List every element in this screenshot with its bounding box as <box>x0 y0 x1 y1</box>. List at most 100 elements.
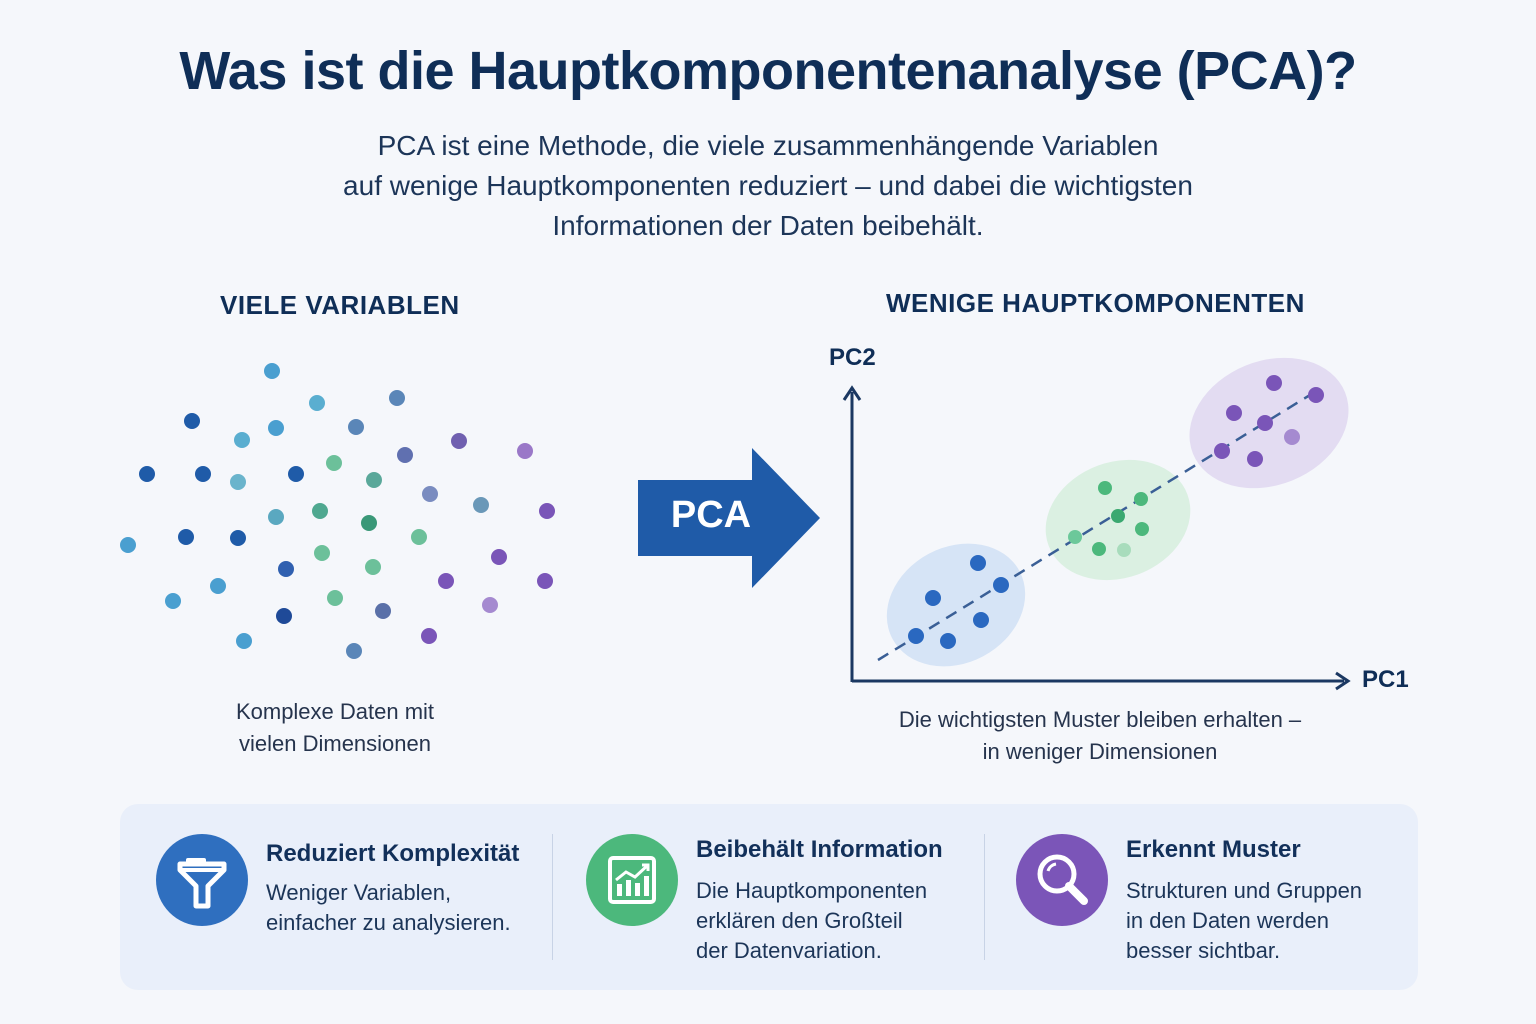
data-point <box>411 529 427 545</box>
data-point <box>230 474 246 490</box>
data-point <box>366 472 382 488</box>
data-point <box>288 466 304 482</box>
data-point <box>309 395 325 411</box>
data-point <box>473 497 489 513</box>
pc-point <box>1266 375 1282 391</box>
pc-point <box>1214 443 1230 459</box>
data-point <box>210 578 226 594</box>
y-axis-arrowhead <box>842 385 862 401</box>
pca-arrow-label: PCA <box>670 494 752 536</box>
data-point <box>184 413 200 429</box>
pca-arrow <box>638 448 820 588</box>
feature-title: Beibehält Information <box>696 836 943 863</box>
caption-line: Komplexe Daten mit <box>235 699 435 724</box>
description-line: Weniger Variablen, <box>266 880 452 905</box>
data-point <box>397 447 413 463</box>
data-point <box>230 530 246 546</box>
caption-line: vielen Dimensionen <box>239 731 431 756</box>
data-point <box>276 608 292 624</box>
pc-point <box>973 612 989 628</box>
x-axis-label: PC1 <box>1362 666 1409 693</box>
arrow-shape <box>638 448 820 588</box>
data-point <box>195 466 211 482</box>
subtitle-line: PCA ist eine Methode, die viele zusammen… <box>377 130 1159 161</box>
pc-point <box>1247 451 1263 467</box>
data-point <box>438 573 454 589</box>
subtitle-line: Informationen der Daten beibehält. <box>552 210 984 241</box>
data-point <box>539 503 555 519</box>
data-point <box>375 603 391 619</box>
data-point <box>326 455 342 471</box>
cluster-blue <box>886 543 1026 667</box>
pc-point <box>940 633 956 649</box>
data-point <box>482 597 498 613</box>
pc-point <box>1117 543 1131 557</box>
right-heading: WENIGE HAUPTKOMPONENTEN <box>886 288 1305 318</box>
page-title: Was ist die Hauptkomponentenanalyse (PCA… <box>179 41 1357 101</box>
green-points <box>1068 481 1149 557</box>
caption-line: Die wichtigsten Muster bleiben erhalten … <box>898 707 1302 732</box>
pc-point <box>1257 415 1273 431</box>
pc-point <box>1135 522 1149 536</box>
trend-line <box>877 393 1311 662</box>
y-axis-label: PC2 <box>829 344 876 371</box>
description-line: erklären den Großteil <box>696 908 903 933</box>
pc-point <box>1226 405 1242 421</box>
data-point <box>365 559 381 575</box>
data-point <box>165 593 181 609</box>
data-point <box>236 633 252 649</box>
data-point <box>268 509 284 525</box>
data-point <box>268 420 284 436</box>
description-line: einfacher zu analysieren. <box>266 910 511 935</box>
data-point <box>264 363 280 379</box>
pc-point <box>970 555 986 571</box>
data-point <box>517 443 533 459</box>
data-point <box>348 419 364 435</box>
left-heading: VIELE VARIABLEN <box>220 290 460 320</box>
data-point <box>451 433 467 449</box>
divider <box>984 834 985 960</box>
data-point <box>389 390 405 406</box>
data-point <box>120 537 136 553</box>
data-point <box>314 545 330 561</box>
purple-points <box>1214 375 1324 467</box>
pc-point <box>1134 492 1148 506</box>
feature-description: Die Hauptkomponenten erklären den Großte… <box>696 876 986 966</box>
axes <box>842 385 1351 691</box>
divider <box>552 834 553 960</box>
description-line: in den Daten werden <box>1126 908 1330 933</box>
data-point <box>537 573 553 589</box>
data-point <box>327 590 343 606</box>
filter-icon <box>156 834 248 926</box>
subtitle-line: auf wenige Hauptkomponenten reduziert – … <box>343 170 1193 201</box>
feature-title: Erkennt Muster <box>1126 836 1301 863</box>
data-point <box>422 486 438 502</box>
description-line: Strukturen und Gruppen <box>1126 878 1363 903</box>
right-caption: Die wichtigsten Muster bleiben erhalten … <box>850 704 1350 768</box>
x-axis-arrowhead <box>1335 671 1351 691</box>
description-line: Die Hauptkomponenten <box>696 878 928 903</box>
description-line: besser sichtbar. <box>1126 938 1281 963</box>
data-point <box>234 432 250 448</box>
scatter-points <box>120 363 555 659</box>
data-point <box>421 628 437 644</box>
data-point <box>361 515 377 531</box>
feature-description: Strukturen und Gruppen in den Daten werd… <box>1126 876 1416 966</box>
feature-description: Weniger Variablen, einfacher zu analysie… <box>266 878 556 938</box>
pc-point <box>993 577 1009 593</box>
blue-points <box>908 555 1009 649</box>
pc-point <box>1068 530 1082 544</box>
data-point <box>139 466 155 482</box>
pc-point <box>1098 481 1112 495</box>
feature-reduce: Reduziert Komplexität Weniger Variablen,… <box>120 804 550 990</box>
left-caption: Komplexe Daten mit vielen Dimensionen <box>200 696 470 760</box>
magnifier-icon <box>1016 834 1108 926</box>
features-panel: Reduziert Komplexität Weniger Variablen,… <box>120 804 1418 990</box>
data-point <box>278 561 294 577</box>
caption-line: in weniger Dimensionen <box>982 739 1218 764</box>
pc-point <box>1284 429 1300 445</box>
data-point <box>178 529 194 545</box>
feature-patterns: Erkennt Muster Strukturen und Gruppen in… <box>980 804 1418 990</box>
